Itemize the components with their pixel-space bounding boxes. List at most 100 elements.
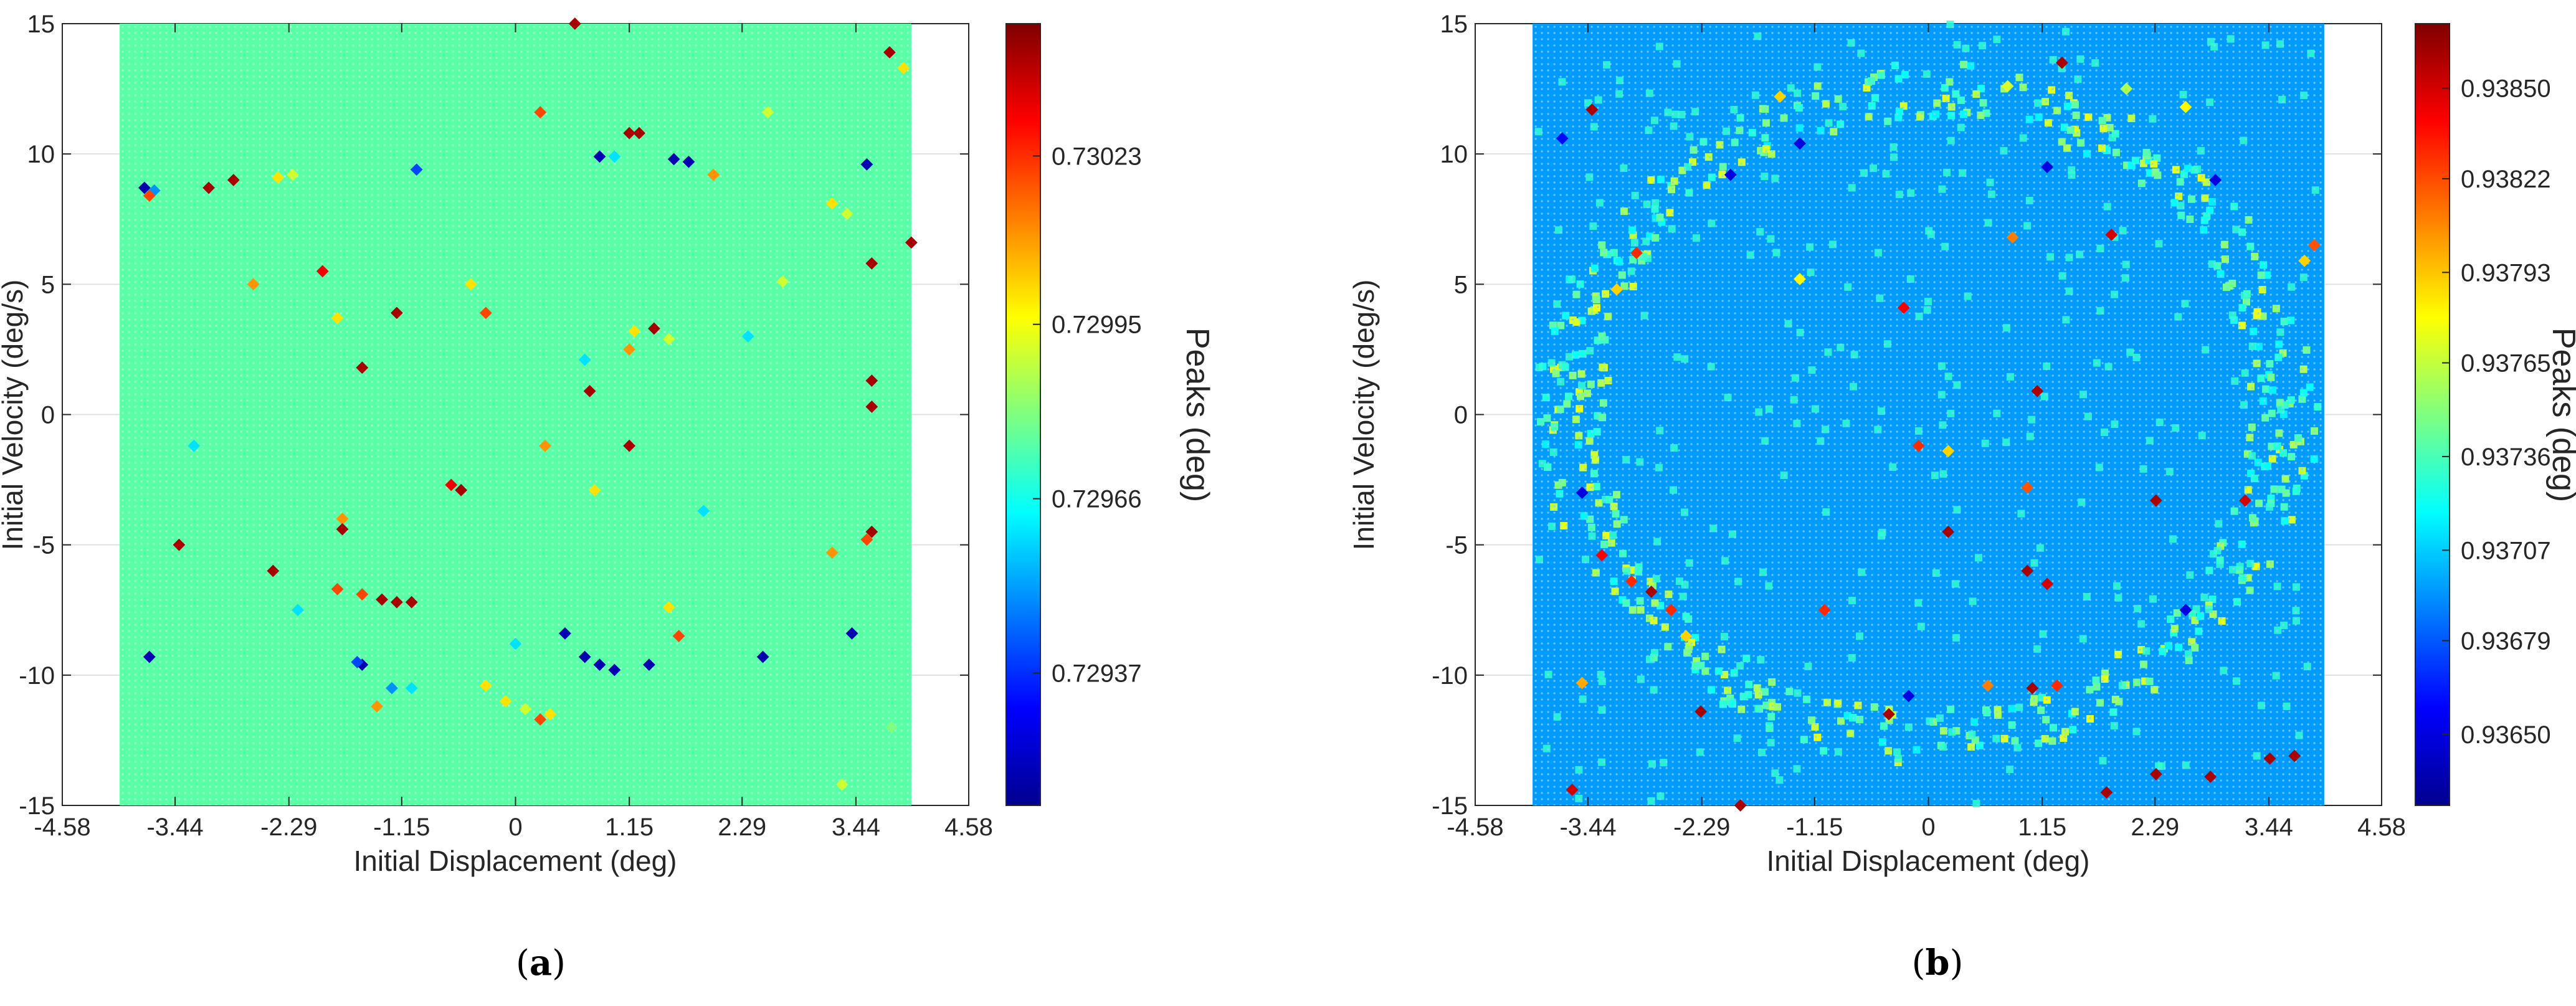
chart-panel-a: -4.58 -3.44 -2.29 -1.15 0 1.15 2.29 3.44 4.58 15… (0, 11, 1215, 984)
colorbar-tick-label: 0.93679 (2461, 628, 2551, 655)
y-tick-label: -10 (19, 662, 55, 690)
data-point (356, 588, 369, 601)
data-point (860, 158, 873, 171)
data-point (883, 46, 896, 59)
data-point (1680, 630, 1693, 642)
data-point (1665, 604, 1678, 617)
data-point (2288, 749, 2301, 762)
x-tick-label: -3.44 (146, 814, 203, 841)
colorbar-tick-label: 0.93850 (2461, 75, 2551, 103)
data-point (2100, 786, 2113, 799)
data-point (707, 168, 720, 181)
data-point (316, 265, 329, 278)
data-point (756, 650, 769, 663)
data-point (2263, 752, 2276, 765)
data-point (1774, 90, 1787, 103)
data-point (1556, 132, 1569, 145)
data-point (1694, 705, 1708, 718)
data-point (578, 353, 591, 366)
data-point (2021, 481, 2034, 494)
data-point (1818, 604, 1831, 617)
y-tick-label: -5 (32, 532, 55, 559)
data-point (865, 401, 878, 413)
data-point (1576, 676, 1589, 690)
texture-overlay-b (1533, 24, 2324, 805)
data-point (2238, 494, 2251, 507)
x-tick-label: 1.15 (2018, 814, 2066, 841)
colorbar-tick-label: 0.72966 (1052, 486, 1142, 513)
data-point (479, 679, 492, 692)
data-point (825, 197, 839, 210)
data-point (1595, 549, 1609, 562)
data-point (697, 505, 710, 518)
y-axis-title-a: Initial Velocity (deg/s) (0, 280, 29, 551)
y-axis-title-b: Initial Velocity (deg/s) (1347, 280, 1380, 551)
data-point (2051, 679, 2063, 692)
data-point (405, 681, 418, 695)
x-axis-title-b: Initial Displacement (deg) (1766, 845, 2089, 877)
colorbar-title-b: Peaks (deg) (2545, 328, 2576, 502)
colorbar-tick-label: 0.93765 (2461, 350, 2551, 377)
data-point (2179, 100, 2192, 113)
data-point (331, 311, 344, 325)
data-point (509, 637, 522, 650)
data-point (267, 564, 280, 577)
data-point (905, 236, 918, 249)
data-point (1902, 690, 1915, 703)
data-point (865, 374, 878, 387)
y-tick-label: 15 (1440, 11, 1468, 38)
data-point (761, 106, 774, 119)
data-point (292, 604, 304, 617)
data-point (1630, 247, 1643, 260)
data-point (1897, 301, 1910, 314)
data-point (2120, 82, 2133, 95)
x-tick-label: -3.44 (1559, 814, 1616, 841)
data-point (2179, 604, 2192, 617)
y-tick-label: 0 (41, 402, 55, 429)
data-point (662, 601, 675, 614)
x-tick-label: 3.44 (832, 814, 880, 841)
data-point (405, 596, 418, 609)
data-point (173, 538, 186, 551)
data-point (628, 325, 641, 338)
data-point (2209, 174, 2222, 186)
panel-caption-a: (a) (516, 942, 566, 984)
data-point (2298, 254, 2311, 267)
data-point (455, 483, 468, 496)
y-axis-ticks-a: 15 10 5 0 -5 -10 -15 (19, 11, 969, 820)
data-point (1794, 137, 1806, 150)
x-tick-label: 0 (508, 814, 522, 841)
data-point (623, 439, 636, 452)
data-point (287, 168, 300, 181)
y-tick-label: -10 (1432, 662, 1468, 690)
colorbar-ticks-b: 0.93850 0.93822 0.93793 0.93765 0.93736 0.937… (2442, 75, 2551, 749)
data-point (2006, 231, 2019, 244)
data-point (608, 663, 621, 676)
x-tick-label: 3.44 (2245, 814, 2293, 841)
data-point (865, 525, 878, 538)
x-tick-label: -2.29 (260, 814, 317, 841)
data-point (2001, 80, 2014, 93)
x-tick-label: -4.58 (1447, 814, 1503, 841)
data-point (840, 207, 853, 221)
data-point (499, 695, 512, 708)
data-point (331, 582, 344, 596)
data-point (2204, 771, 2217, 783)
data-point (667, 153, 680, 166)
x-tick-label: -1.15 (1786, 814, 1843, 841)
data-point (588, 483, 601, 496)
data-point (2308, 239, 2321, 252)
data-point (1942, 525, 1955, 538)
x-tick-label: 4.58 (944, 814, 993, 841)
data-point (351, 656, 364, 668)
point-texture-b (1533, 24, 2324, 805)
x-tick-label: 2.29 (2131, 814, 2179, 841)
y-tick-label: 10 (1440, 141, 1468, 168)
data-point (386, 681, 398, 695)
data-point (1625, 575, 1638, 588)
data-point (1610, 283, 1623, 296)
data-point (544, 708, 556, 721)
data-point (143, 650, 156, 663)
data-point (1883, 708, 1895, 721)
x-tick-label: 1.15 (605, 814, 654, 841)
